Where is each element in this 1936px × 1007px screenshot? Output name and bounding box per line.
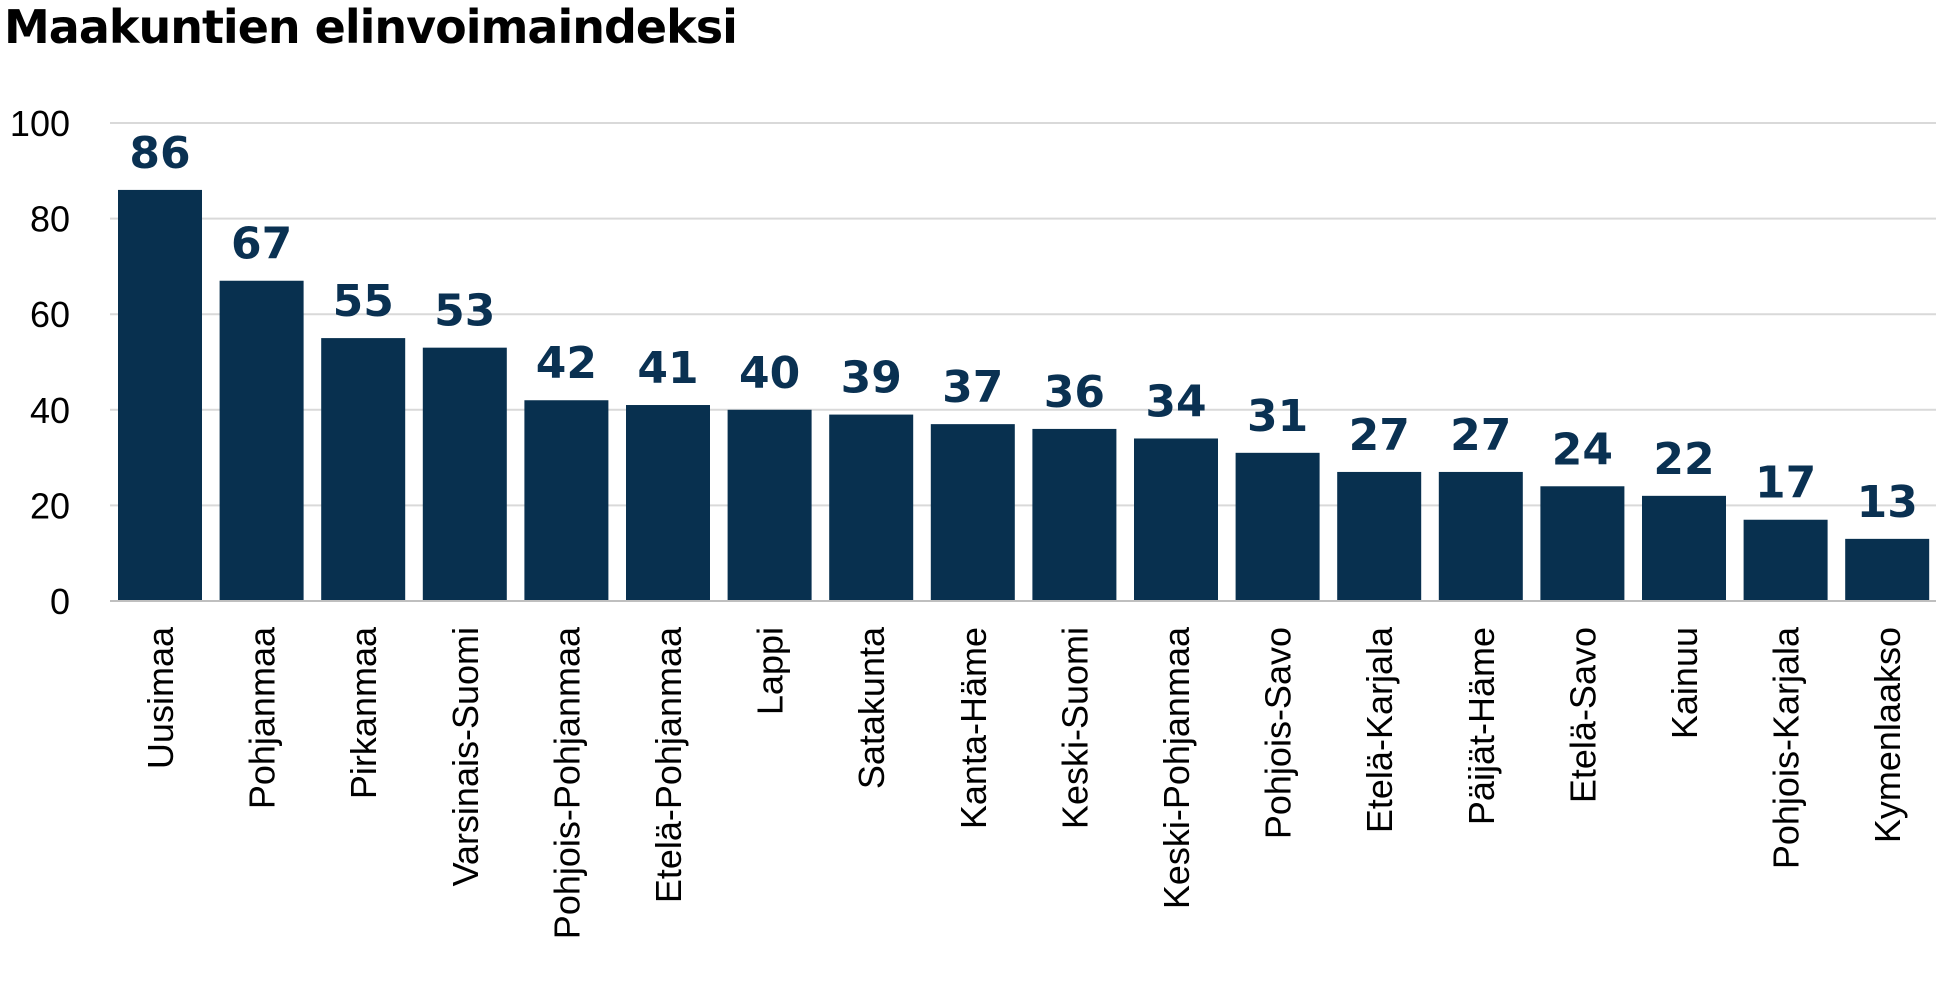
- data-label: 42: [536, 338, 597, 389]
- x-axis-ticks: Uusimaa Pohjanmaa Pirkanmaa Varsinais-Suomi…: [140, 626, 1908, 939]
- data-label: 41: [637, 343, 698, 394]
- x-tick-label: Kainuu: [1664, 627, 1705, 739]
- x-tick-label: Pohjois-Karjala: [1766, 626, 1807, 869]
- x-tick-label: Pohjois-Savo: [1258, 627, 1299, 839]
- bar: [118, 189, 202, 602]
- x-tick-label: Uusimaa: [140, 626, 181, 769]
- data-label: 39: [841, 353, 902, 404]
- bar: [1845, 538, 1930, 601]
- data-labels: 86 67 55 53 42 41 40 39 37 36 34 31 27 27 24 22 17 13: [129, 128, 1917, 528]
- x-tick-label: Lappi: [750, 627, 791, 715]
- data-label: 24: [1552, 424, 1613, 475]
- data-label: 34: [1145, 376, 1206, 427]
- x-tick-label: Keski-Pohjanmaa: [1156, 626, 1197, 909]
- x-tick-label: Päijät-Häme: [1461, 627, 1502, 825]
- bar: [1134, 438, 1218, 601]
- bar: [930, 424, 1015, 601]
- bar: [1235, 452, 1320, 601]
- data-label: 86: [129, 128, 190, 179]
- y-tick-label: 20: [30, 485, 70, 526]
- y-tick-label: 0: [50, 581, 70, 622]
- x-tick-label: Etelä-Savo: [1562, 627, 1603, 803]
- y-axis-ticks: 0 20 40 60 80 100: [10, 103, 70, 622]
- gridlines: [110, 122, 1936, 507]
- x-tick-label: Pirkanmaa: [343, 626, 384, 799]
- x-tick-label: Etelä-Pohjanmaa: [648, 626, 689, 903]
- data-label: 37: [942, 362, 1003, 413]
- x-tick-label: Kanta-Häme: [953, 627, 994, 829]
- data-label: 13: [1857, 477, 1918, 528]
- x-tick-label: Kymenlaakso: [1867, 627, 1908, 843]
- data-label: 40: [739, 348, 800, 399]
- y-tick-label: 100: [10, 103, 70, 144]
- bar: [219, 280, 304, 601]
- bar: [727, 409, 812, 601]
- data-label: 67: [231, 219, 292, 270]
- x-tick-label: Etelä-Karjala: [1359, 626, 1400, 833]
- x-tick-label: Pohjois-Pohjanmaa: [546, 626, 587, 939]
- x-tick-label: Keski-Suomi: [1054, 627, 1095, 829]
- y-tick-label: 40: [30, 390, 70, 431]
- data-label: 22: [1653, 434, 1714, 485]
- bar: [1642, 495, 1726, 601]
- bars: [118, 189, 1930, 602]
- x-tick-label: Varsinais-Suomi: [445, 627, 486, 886]
- y-tick-label: 80: [30, 199, 70, 240]
- data-label: 36: [1044, 367, 1105, 418]
- x-tick-label: Pohjanmaa: [242, 626, 283, 809]
- bar: [1032, 428, 1117, 601]
- bar: [626, 405, 710, 601]
- data-label: 55: [333, 276, 394, 327]
- data-label: 31: [1247, 391, 1308, 442]
- bar: [524, 400, 609, 601]
- bar: [829, 414, 914, 601]
- chart-title: Maakuntien elinvoimaindeksi: [4, 0, 738, 54]
- data-label: 27: [1450, 410, 1511, 461]
- x-tick-label: Satakunta: [851, 626, 892, 789]
- bar: [1743, 519, 1828, 601]
- data-label: 27: [1349, 410, 1410, 461]
- bar: [1337, 471, 1422, 601]
- bar: [1540, 486, 1625, 601]
- data-label: 17: [1755, 458, 1816, 509]
- bar: [321, 338, 406, 601]
- bar: [1438, 471, 1523, 601]
- data-label: 53: [434, 286, 495, 337]
- bar: [422, 347, 507, 601]
- y-tick-label: 60: [30, 294, 70, 335]
